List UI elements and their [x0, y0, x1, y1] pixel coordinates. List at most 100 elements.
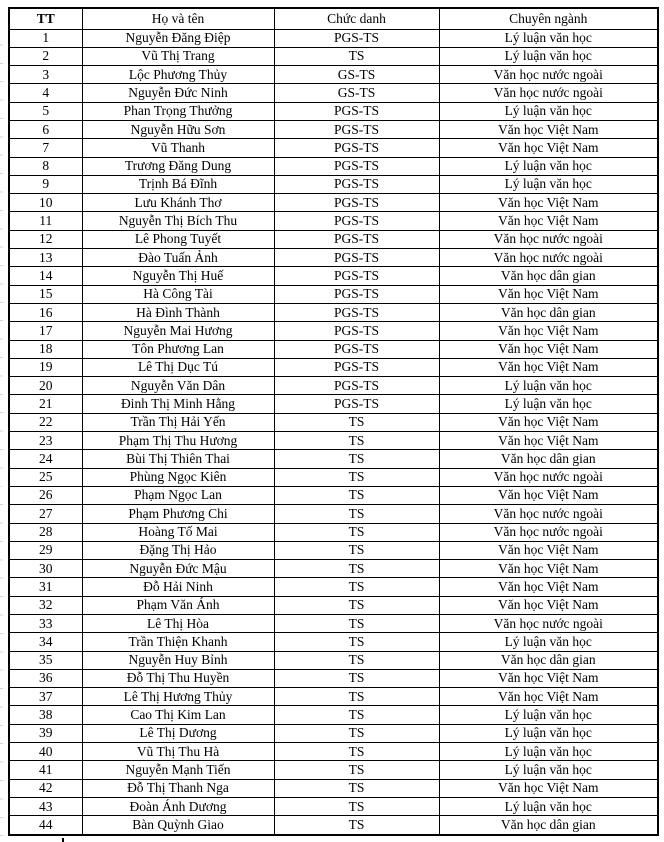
cell-name: Vũ Thị Thu Hà: [81, 742, 275, 762]
cell-major: Văn học Việt Nam: [438, 412, 659, 433]
table-row: 5 Phan Trọng Thưởng PGS-TS Lý luận văn h…: [8, 101, 659, 121]
cell-major: Văn học Việt Nam: [438, 138, 659, 158]
cell-name: Nguyễn Mai Hương: [81, 321, 275, 341]
cell-major: Lý luận văn học: [438, 796, 659, 817]
cell-name: Nguyễn Đăng Điệp: [81, 28, 275, 48]
cell-major: Văn học nước ngoài: [438, 504, 659, 524]
cell-tt: 14: [8, 266, 83, 286]
cell-tt: 3: [8, 65, 83, 85]
cell-title: TS: [273, 650, 440, 670]
cell-tt: 12: [8, 229, 83, 250]
table-row: 8 Trương Đăng Dung PGS-TS Lý luận văn họ…: [8, 156, 659, 176]
cell-title: PGS-TS: [273, 101, 440, 121]
cell-name: Bùi Thị Thiên Thai: [81, 449, 275, 469]
cell-name: Bàn Quỳnh Giao: [81, 815, 275, 836]
cell-major: Văn học Việt Nam: [438, 119, 659, 140]
cell-major: Văn học Việt Nam: [438, 431, 659, 451]
cell-name: Phùng Ngọc Kiên: [81, 467, 275, 487]
cell-tt: 21: [8, 394, 83, 414]
cell-tt: 34: [8, 632, 83, 652]
cell-major: Văn học dân gian: [438, 266, 659, 286]
table-row: 40 Vũ Thị Thu Hà TS Lý luận văn học: [8, 742, 659, 762]
cell-name: Vũ Thị Trang: [81, 46, 275, 67]
cell-title: PGS-TS: [273, 321, 440, 341]
cell-name: Phạm Văn Ánh: [81, 595, 275, 616]
table-row: 30 Nguyễn Đức Mậu TS Văn học Việt Nam: [8, 559, 659, 579]
cell-title: TS: [273, 467, 440, 487]
cell-major: Văn học nước ngoài: [438, 65, 659, 85]
table-row: 4 Nguyễn Đức Ninh GS-TS Văn học nước ngo…: [8, 83, 659, 103]
table-row: 37 Lê Thị Hương Thủy TS Văn học Việt Nam: [8, 687, 659, 707]
cell-tt: 13: [8, 248, 83, 268]
cell-tt: 39: [8, 723, 83, 744]
table-row: 33 Lê Thị Hòa TS Văn học nước ngoài: [8, 613, 659, 634]
table-row: 7 Vũ Thanh PGS-TS Văn học Việt Nam: [8, 138, 659, 158]
cell-major: Văn học Việt Nam: [438, 321, 659, 341]
table-row: 31 Đỗ Hải Ninh TS Văn học Việt Nam: [8, 577, 659, 597]
table-row: 27 Phạm Phương Chi TS Văn học nước ngoài: [8, 504, 659, 524]
table-row: 9 Trịnh Bá Đĩnh PGS-TS Lý luận văn học: [8, 174, 659, 195]
cell-major: Lý luận văn học: [438, 46, 659, 67]
cell-title: TS: [273, 815, 440, 836]
cell-name: Lộc Phương Thủy: [81, 65, 275, 85]
cell-major: Văn học Việt Nam: [438, 339, 659, 359]
cell-tt: 8: [8, 156, 83, 176]
cell-tt: 20: [8, 376, 83, 396]
cell-title: TS: [273, 559, 440, 579]
cell-tt: 10: [8, 193, 83, 213]
table-row: 14 Nguyễn Thị Huế PGS-TS Văn học dân gia…: [8, 266, 659, 286]
cell-title: PGS-TS: [273, 339, 440, 359]
cell-major: Văn học nước ngoài: [438, 467, 659, 487]
table-row: 19 Lê Thị Dục Tú PGS-TS Văn học Việt Nam: [8, 357, 659, 378]
cell-title: TS: [273, 412, 440, 433]
cell-name: Lê Thị Dục Tú: [81, 357, 275, 378]
header-row: TT Họ và tên Chức danh Chuyên ngành: [8, 7, 659, 30]
cell-name: Vũ Thanh: [81, 138, 275, 158]
cell-name: Lê Thị Dương: [81, 723, 275, 744]
cell-major: Lý luận văn học: [438, 723, 659, 744]
cell-name: Phan Trọng Thưởng: [81, 101, 275, 121]
table-row: 25 Phùng Ngọc Kiên TS Văn học nước ngoài: [8, 467, 659, 487]
cell-title: TS: [273, 46, 440, 67]
table-row: 22 Trần Thị Hải Yến TS Văn học Việt Nam: [8, 412, 659, 433]
cell-major: Văn học Việt Nam: [438, 485, 659, 506]
table-row: 43 Đoàn Ánh Dương TS Lý luận văn học: [8, 796, 659, 817]
table-row: 17 Nguyễn Mai Hương PGS-TS Văn học Việt …: [8, 321, 659, 341]
cell-title: TS: [273, 723, 440, 744]
cell-tt: 19: [8, 357, 83, 378]
cell-tt: 4: [8, 83, 83, 103]
cell-major: Văn học nước ngoài: [438, 522, 659, 542]
cell-title: PGS-TS: [273, 174, 440, 195]
cell-tt: 30: [8, 559, 83, 579]
cell-tt: 9: [8, 174, 83, 195]
cell-name: Nguyễn Huy Bỉnh: [81, 650, 275, 670]
cell-tt: 11: [8, 211, 83, 231]
cell-major: Văn học Việt Nam: [438, 357, 659, 378]
cell-title: TS: [273, 595, 440, 616]
cell-name: Lê Thị Hòa: [81, 613, 275, 634]
table-row: 29 Đặng Thị Hảo TS Văn học Việt Nam: [8, 540, 659, 561]
cell-title: TS: [273, 504, 440, 524]
cell-major: Lý luận văn học: [438, 156, 659, 176]
cell-name: Cao Thị Kim Lan: [81, 705, 275, 725]
cell-tt: 6: [8, 119, 83, 140]
cell-major: Văn học nước ngoài: [438, 229, 659, 250]
cell-tt: 26: [8, 485, 83, 506]
table-row: 36 Đỗ Thị Thu Huyền TS Văn học Việt Nam: [8, 668, 659, 689]
cell-name: Đoàn Ánh Dương: [81, 796, 275, 817]
table-row: 15 Hà Công Tài PGS-TS Văn học Việt Nam: [8, 284, 659, 304]
cell-tt: 29: [8, 540, 83, 561]
cell-tt: 38: [8, 705, 83, 725]
table-row: 16 Hà Đình Thành PGS-TS Văn học dân gian: [8, 302, 659, 323]
cell-tt: 35: [8, 650, 83, 670]
cell-major: Lý luận văn học: [438, 174, 659, 195]
cell-major: Văn học dân gian: [438, 302, 659, 323]
cell-title: PGS-TS: [273, 138, 440, 158]
table-row: 10 Lưu Khánh Thơ PGS-TS Văn học Việt Nam: [8, 193, 659, 213]
table-row: 11 Nguyễn Thị Bích Thu PGS-TS Văn học Vi…: [8, 211, 659, 231]
scan-edge-artifact: [0, 27, 3, 836]
cell-tt: 43: [8, 796, 83, 817]
cell-major: Văn học Việt Nam: [438, 668, 659, 689]
cell-title: TS: [273, 760, 440, 780]
